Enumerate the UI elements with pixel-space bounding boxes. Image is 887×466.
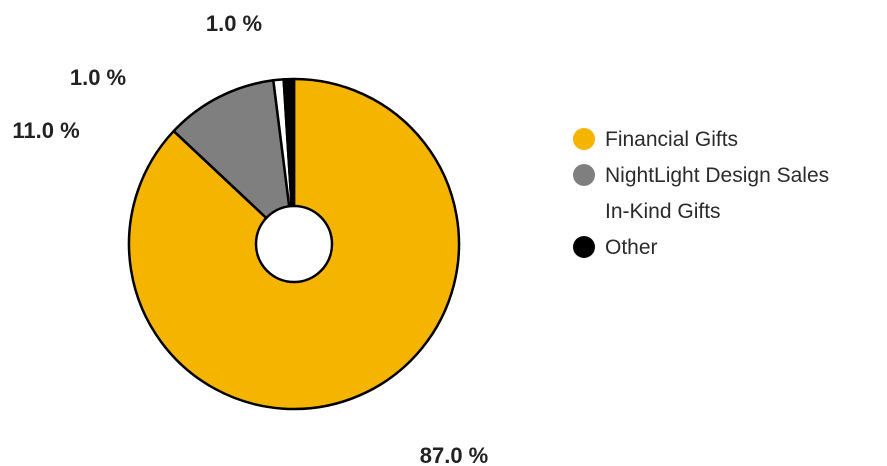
legend-label-nightlight-design-sales: NightLight Design Sales <box>605 164 829 187</box>
slice-other <box>282 77 296 246</box>
legend-label-financial-gifts: Financial Gifts <box>605 128 738 151</box>
legend-label-in-kind-gifts: In-Kind Gifts <box>605 200 721 223</box>
chart-legend: Financial Gifts NightLight Design Sales In… <box>573 128 829 259</box>
legend-marker-financial-gifts <box>573 128 595 150</box>
data-label-financial-gifts: 87.0 % <box>420 443 489 466</box>
chart-data-labels: 87.0 % 11.0 % 1.0 % 1.0 % <box>12 11 488 466</box>
donut-hole <box>254 204 334 284</box>
slice-nightlight-design-sales <box>172 79 296 246</box>
legend-marker-nightlight-design-sales <box>573 164 595 186</box>
legend-label-other: Other <box>605 236 658 259</box>
legend-marker-other <box>573 236 595 258</box>
data-label-other: 1.0 % <box>206 11 262 36</box>
data-label-nightlight-design-sales: 11.0 % <box>12 118 79 143</box>
data-label-in-kind-gifts: 1.0 % <box>70 65 126 90</box>
